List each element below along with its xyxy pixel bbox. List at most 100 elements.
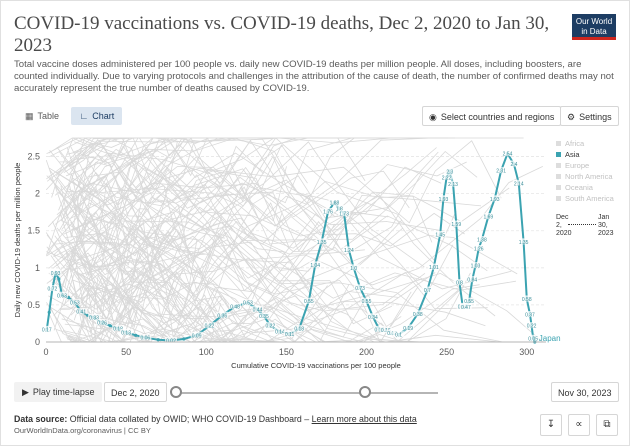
point-label-bg	[216, 311, 229, 318]
point-label: 0.34	[368, 315, 378, 321]
play-icon: ▶	[22, 387, 29, 397]
legend-item-north-america[interactable]: North America	[556, 171, 614, 182]
japan-data-point[interactable]	[134, 333, 138, 337]
point-label-bg	[96, 319, 109, 326]
point-label-bg	[475, 236, 488, 243]
point-label: 1.04	[310, 263, 320, 269]
point-label-bg	[293, 325, 306, 332]
point-label-bg	[459, 303, 472, 310]
background-country-line	[70, 205, 254, 343]
x-tick-label: 100	[199, 347, 214, 357]
point-label-bg	[482, 213, 495, 220]
chart-title: COVID-19 vaccinations vs. COVID-19 death…	[14, 13, 550, 56]
y-tick-label: 2.5	[27, 152, 40, 162]
point-label: 0.84	[467, 278, 477, 284]
owid-logo[interactable]: Our World in Data	[572, 14, 616, 40]
view-tabs: ▦ Table ∟ Chart	[17, 106, 123, 125]
x-tick-label: 250	[439, 347, 454, 357]
select-countries-label: Select countries and regions	[440, 112, 555, 122]
background-country-line	[55, 186, 351, 332]
tab-chart-label: Chart	[92, 111, 115, 121]
point-label: 2.3	[446, 169, 453, 175]
japan-data-point[interactable]	[47, 310, 51, 314]
background-country-line	[59, 139, 320, 231]
background-country-line	[63, 172, 236, 319]
legend-item-south-america[interactable]: South America	[556, 193, 614, 204]
region-legend: Africa Asia Europe North America Oceania…	[556, 138, 614, 204]
download-button[interactable]: ↧	[540, 414, 562, 436]
point-label-bg	[165, 337, 177, 344]
timeline-end-date[interactable]: Nov 30, 2023	[551, 382, 619, 402]
point-label-bg	[523, 311, 536, 318]
background-country-line	[70, 137, 236, 217]
background-country-lines	[45, 137, 544, 343]
timeline-end-handle[interactable]	[359, 386, 372, 398]
point-label-bg	[264, 322, 277, 329]
point-label: 0.47	[461, 305, 471, 311]
japan-data-point[interactable]	[108, 324, 112, 328]
point-label: 0.35	[259, 314, 269, 320]
point-label-bg	[437, 195, 450, 202]
japan-data-point[interactable]	[57, 277, 61, 281]
time-start-line: 2020	[556, 230, 572, 237]
background-country-line	[50, 255, 402, 343]
point-label: 0.38	[413, 312, 423, 318]
point-label-bg	[392, 331, 405, 338]
legend-item-africa[interactable]: Africa	[556, 138, 614, 149]
japan-data-point[interactable]	[156, 338, 160, 342]
x-axis-title: Cumulative COVID-19 vaccinations per 100…	[231, 361, 401, 370]
background-country-line	[68, 223, 335, 343]
timeline-track[interactable]	[176, 392, 438, 394]
background-country-line	[56, 167, 436, 319]
point-label-bg	[229, 302, 242, 309]
point-label-bg	[402, 324, 415, 331]
legend-item-oceania[interactable]: Oceania	[556, 182, 614, 193]
play-timelapse-button[interactable]: ▶ Play time-lapse	[14, 382, 103, 402]
point-label-bg	[315, 238, 328, 245]
time-start-line: 2,	[556, 222, 562, 229]
share-button[interactable]: ∝	[568, 414, 590, 436]
background-country-line	[65, 262, 399, 343]
background-country-line	[76, 203, 445, 322]
y-axis-title: Daily new COVID-19 deaths per million pe…	[13, 163, 22, 318]
background-country-line	[55, 186, 435, 343]
japan-data-point[interactable]	[182, 337, 186, 341]
table-icon: ▦	[25, 111, 34, 121]
learn-more-link[interactable]: Learn more about this data	[311, 414, 417, 424]
legend-item-europe[interactable]: Europe	[556, 160, 614, 171]
point-label: 0.48	[230, 304, 240, 310]
tab-table-label: Table	[37, 111, 60, 121]
tab-chart[interactable]: ∟ Chart	[71, 107, 123, 125]
legend-item-asia[interactable]: Asia	[556, 149, 614, 160]
background-country-line	[46, 227, 309, 314]
tab-table[interactable]: ▦ Table	[17, 107, 67, 125]
point-label-bg	[366, 313, 379, 320]
point-label-bg	[434, 230, 447, 237]
point-label-bg	[46, 285, 59, 292]
timeline-start-handle[interactable]	[170, 386, 182, 398]
point-label-bg	[347, 264, 360, 271]
background-country-line	[74, 204, 237, 343]
y-tick-label: 1	[35, 263, 40, 273]
background-country-line	[75, 179, 510, 238]
settings-button[interactable]: ⚙ Settings	[560, 106, 619, 126]
fullscreen-button[interactable]: ⧉	[596, 414, 618, 436]
point-label: 1.01	[429, 265, 439, 271]
point-label: 0.93	[51, 271, 61, 277]
point-label-bg	[501, 150, 514, 157]
timeline-start-date[interactable]: Dec 2, 2020	[104, 382, 167, 402]
point-label: 2.13	[448, 182, 458, 188]
data-source: Data source: Official data collated by O…	[14, 414, 417, 424]
legend-swatch	[556, 152, 561, 157]
point-label: 1.93	[490, 197, 500, 203]
background-country-line	[72, 154, 209, 252]
point-label: 2.22	[442, 175, 452, 181]
citation[interactable]: OurWorldInData.org/coronavirus | CC BY	[14, 426, 151, 435]
x-tick-label: 50	[121, 347, 131, 357]
point-label-bg	[527, 334, 540, 341]
background-country-line	[59, 137, 196, 217]
point-label-bg	[203, 322, 216, 329]
series-end-label: Japan	[539, 334, 561, 343]
background-country-line	[71, 137, 448, 206]
